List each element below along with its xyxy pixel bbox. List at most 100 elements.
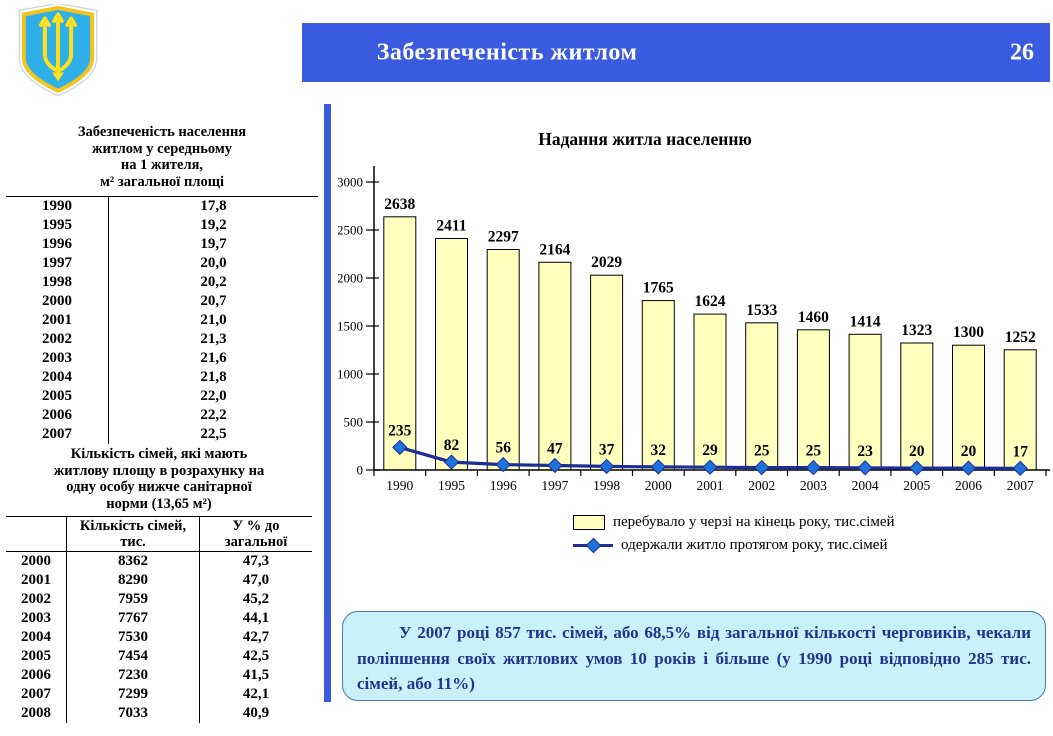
table-cell: 1995	[6, 216, 109, 235]
svg-text:2638: 2638	[384, 196, 415, 213]
table-row: 2002 21,3	[6, 330, 318, 349]
table-cell: 7299	[66, 685, 200, 704]
svg-text:2297: 2297	[488, 229, 519, 246]
table-row: 2006 7230 41,5	[6, 666, 312, 685]
bar-value-labels: 2638 2411 2297 2164 2029 1765 1624 1533 1460 1414…	[384, 196, 1036, 346]
table-row: 2000 20,7	[6, 292, 318, 311]
svg-text:20: 20	[961, 443, 977, 460]
table-cell: 17,8	[200, 198, 227, 214]
table-cell: 2003	[6, 609, 67, 628]
note-box: У 2007 році 857 тис. сімей, або 68,5% ві…	[342, 611, 1046, 701]
substandard-families-table-body: 2000 8362 47,3 2001 8290 47,0 2002 7959 45,2 2003…	[6, 551, 312, 723]
table-row: 2008 7033 40,9	[6, 704, 312, 723]
table-cell: 20,0	[200, 255, 227, 271]
table-row: 1990 17,8	[6, 196, 318, 216]
table-cell: 2006	[6, 666, 67, 685]
legend-item-received: одержали житло протягом року, тис.сімей	[573, 534, 895, 557]
bar-series	[383, 216, 1037, 471]
table-row: 1997 20,0	[6, 254, 318, 273]
svg-text:2164: 2164	[539, 241, 570, 258]
chart-title: Надання житла населенню	[538, 129, 752, 149]
table-header-row: Кількість сімей, тис. У % до загальної	[6, 516, 312, 552]
table-cell: 1990	[6, 196, 109, 216]
table-cell: 2001	[6, 311, 109, 330]
diamond-marker-icon	[702, 459, 718, 475]
svg-text:25: 25	[754, 443, 770, 460]
svg-text:2007: 2007	[1007, 478, 1034, 493]
table-cell: 8362	[66, 551, 200, 571]
legend-item-queue: перебувало у черзі на кінець року, тис.с…	[573, 511, 895, 534]
avg-living-space-table-body: 1990 17,8 1995 19,2 1996 19,7 1997 20,0 1998 20,2…	[6, 196, 318, 444]
table-cell: 22,2	[200, 407, 227, 423]
svg-text:1252: 1252	[1005, 329, 1036, 346]
table-row: 2001 21,0	[6, 311, 318, 330]
table-cell: 20,7	[200, 293, 227, 309]
svg-text:2000: 2000	[645, 478, 672, 493]
table-row: 1995 19,2	[6, 216, 318, 235]
table-cell: 21,3	[200, 331, 227, 347]
line-series-label: одержали житло протягом року, тис.сімей	[621, 537, 888, 553]
svg-text:47: 47	[547, 441, 563, 458]
svg-text:1997: 1997	[541, 478, 568, 493]
table-cell: 7767	[66, 609, 200, 628]
table-cell: 2004	[6, 368, 109, 387]
table-cell: 2006	[6, 406, 109, 425]
diamond-marker-icon	[392, 439, 408, 456]
table-cell: 41,5	[242, 667, 270, 683]
table-cell: 21,8	[200, 369, 227, 385]
svg-text:500: 500	[344, 415, 364, 430]
svg-text:32: 32	[651, 442, 667, 459]
diamond-marker-icon	[598, 458, 615, 475]
table-cell: 19,2	[200, 217, 227, 233]
table-cell: 22,0	[200, 388, 227, 404]
svg-text:1995: 1995	[438, 478, 465, 493]
table-cell: 2007	[6, 425, 109, 444]
substandard-families-table-title: Кількість сімей, які мають житлову площу …	[53, 446, 265, 512]
table-row: 2005 7454 42,5	[6, 647, 312, 666]
avg-living-space-table-title: Забезпеченість населення житлом у середнь…	[77, 124, 247, 190]
svg-text:23: 23	[857, 443, 873, 460]
families-count-column-header: Кількість сімей, тис.	[66, 516, 200, 552]
line-series: 235 82 56 47 37 32 29 25 25 23 20 20 17	[388, 422, 1028, 477]
table-cell: 2008	[6, 704, 67, 723]
slide-title: Забезпеченість житлом	[376, 39, 638, 65]
svg-text:2029: 2029	[591, 254, 622, 271]
table-cell: 47,3	[242, 553, 270, 569]
diamond-marker-icon	[1012, 460, 1028, 477]
svg-text:56: 56	[495, 440, 511, 457]
bar-series-label: перебувало у черзі на кінець року, тис.с…	[613, 514, 895, 530]
table-row: 1998 20,2	[6, 273, 318, 292]
avg-living-space-table-grid: 1990 17,8 1995 19,2 1996 19,7 1997 20,0 1998 20,2…	[6, 196, 318, 444]
svg-text:235: 235	[388, 422, 412, 439]
table-row: 2006 22,2	[6, 406, 318, 425]
table-row: 2000 8362 47,3	[6, 551, 312, 571]
x-axis-labels: 1990 1995 1996 1997 1998 2000 2001 2002 2003 2004…	[386, 478, 1034, 493]
table-cell: 2003	[6, 349, 109, 368]
percent-column-header: У % до загальної	[199, 516, 312, 552]
table-cell: 42,7	[242, 629, 270, 645]
svg-text:2000: 2000	[338, 271, 363, 286]
svg-text:1500: 1500	[338, 319, 363, 334]
svg-text:1998: 1998	[593, 478, 620, 493]
table-cell: 45,2	[242, 591, 270, 607]
table-cell: 44,1	[242, 610, 270, 626]
svg-text:37: 37	[599, 441, 615, 458]
header-bar: Забезпеченість житлом 26	[302, 23, 1050, 82]
svg-text:82: 82	[444, 437, 460, 454]
table-cell: 7530	[66, 628, 200, 647]
table-cell: 21,6	[200, 350, 227, 366]
year-column-header	[6, 516, 67, 552]
svg-text:25: 25	[806, 443, 822, 460]
svg-text:2006: 2006	[955, 478, 982, 493]
table-cell: 40,9	[242, 705, 270, 721]
table-row: 2004 21,8	[6, 368, 318, 387]
table-row: 2001 8290 47,0	[6, 571, 312, 590]
svg-text:1990: 1990	[386, 478, 413, 493]
diamond-marker-icon	[650, 459, 667, 475]
table-row: 2003 7767 44,1	[6, 609, 312, 628]
diamond-marker-icon	[805, 459, 822, 476]
svg-text:2001: 2001	[697, 478, 724, 493]
svg-text:1624: 1624	[695, 293, 726, 310]
substandard-families-table: Кількість сімей, які мають житлову площу …	[6, 446, 312, 723]
